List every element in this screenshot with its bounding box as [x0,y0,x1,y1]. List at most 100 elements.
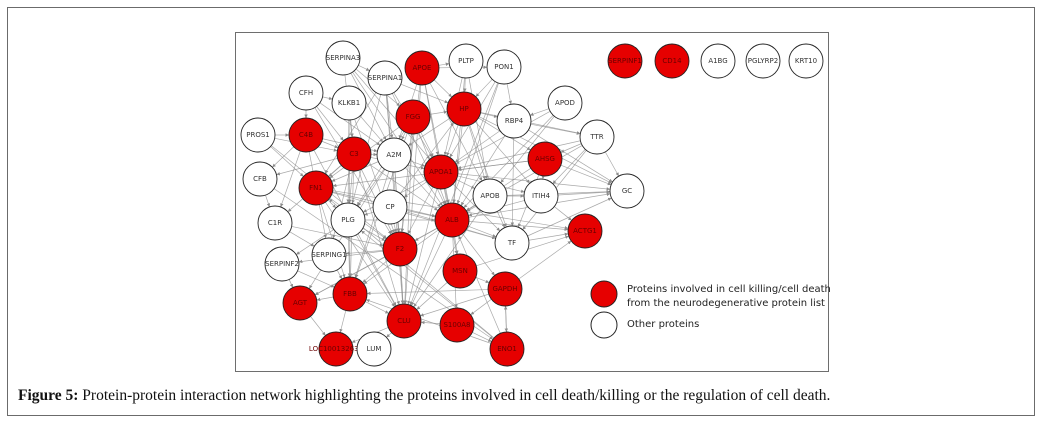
edge-ahsg-gc [560,164,612,186]
node-label: F2 [396,245,404,253]
edge-serpina3-apoa1 [353,70,431,160]
node-label: SERPING1 [311,251,346,259]
node-circle [489,331,525,367]
node-label: AHSG [535,155,555,163]
node-circle [404,50,440,86]
edge-pon1-rbp4 [506,83,512,105]
node-circle [607,43,643,79]
node-circle [264,246,300,282]
node-label: TTR [589,133,603,141]
node-circle [356,331,392,367]
node-agt: AGT [282,285,318,321]
node-circle [257,205,293,241]
edge-apoa1-cp [403,181,428,198]
node-serpina3: SERPINA3 [325,40,361,76]
node-rbp4: RBP4 [496,103,532,139]
edge-cp-f2 [393,223,397,233]
node-label: APOB [480,192,500,200]
node-circle [367,60,403,96]
node-circle [332,276,368,312]
node-circle [472,178,508,214]
edge-gapdh-s100a8 [470,298,492,316]
edge-apob-tf [496,211,506,228]
node-gc: GC [609,173,645,209]
node-label: PGLYRP2 [748,57,778,65]
edge-msn-gapdh [475,276,490,284]
node-ttr: TTR [579,119,615,155]
edge-apoa1-apob [456,179,475,189]
node-circle [386,303,422,339]
node-s100a8: S100A8 [439,307,475,343]
edge-pon1-clu [409,82,499,306]
node-circle [567,213,603,249]
figure-frame: SERPINA3 APOE PLTP PON1 SERPINF1 CD14 A1BG PGLY… [7,7,1035,416]
node-circle [654,43,690,79]
node-circle [486,49,522,85]
edge-fbb-loc [339,310,347,333]
node-serping1: SERPING1 [311,237,347,273]
node-a1bg: A1BG [700,43,736,79]
node-clu: CLU [386,303,422,339]
node-label: AGT [293,299,308,307]
node-pon1: PON1 [486,49,522,85]
edge-alb-clu [410,235,446,306]
edge-pon1-hp [475,79,493,97]
node-label: FBB [343,290,357,298]
edge-alb-tf [467,225,497,238]
node-circle [788,43,824,79]
node-label: PON1 [494,63,513,71]
edge-cfh-c3 [316,106,344,141]
edge-alb-gapdh [462,233,495,276]
legend-highlight-swatch [590,280,618,308]
node-label: GC [622,187,632,195]
node-label: KRT10 [795,57,817,65]
node-label: ITIH4 [532,192,551,200]
edge-c1r-f2 [291,226,384,247]
edge-cfh-a2m [319,102,381,146]
edge-apoe-pltp [438,62,450,66]
node-circle [282,285,318,321]
edge-hp-itih4 [475,121,530,184]
edge-f2-clu [400,265,405,305]
edge-serpina3-serpina1 [358,64,370,72]
edge-hp-apob [468,125,486,180]
node-apob: APOB [472,178,508,214]
node-label: ACTG1 [573,227,597,235]
edge-s100a8-clu [420,320,441,325]
edge-rbp4-ttr [530,123,581,135]
edge-gapdh-actg1 [518,240,572,280]
node-circle [288,75,324,111]
node-pglyrp2: PGLYRP2 [745,43,781,79]
edge-agt-loc [310,316,326,336]
edge-serpinf2-agt [288,279,294,288]
edge-apoe-apoa1 [424,84,440,156]
edge-serpina1-a2m [386,94,394,139]
edge-ttr-gc [604,151,620,177]
legend-highlight-line2: from the neurodegenerative protein list [627,298,825,309]
node-label: CD14 [662,57,682,65]
node-circle [330,202,366,238]
legend-highlight-line1: Proteins involved in cell killing/cell d… [627,284,830,295]
node-label: APOA1 [429,168,453,176]
node-label: C3 [349,150,358,158]
edge-tf-actg1 [528,232,569,241]
node-hp: HP [446,91,482,127]
edge-itih4-actg1 [554,206,572,221]
node-label: SERPINA3 [326,54,361,62]
node-label: APOE [413,64,432,72]
node-c1r: C1R [257,205,293,241]
edge-hp-apoa1 [446,124,459,157]
node-label: FN1 [309,184,323,192]
node-circle [523,178,559,214]
node-label: SERPINF2 [265,260,299,268]
edge-serpina3-a2m [350,72,387,141]
node-circle [423,154,459,190]
node-label: PLG [341,216,355,224]
edge-c4b-cfb [272,146,294,168]
node-circle [288,117,324,153]
node-circle [745,43,781,79]
node-circle [446,91,482,127]
edge-pros1-fn1 [270,146,304,177]
node-circle [700,43,736,79]
edge-hp-a2m [408,118,450,146]
